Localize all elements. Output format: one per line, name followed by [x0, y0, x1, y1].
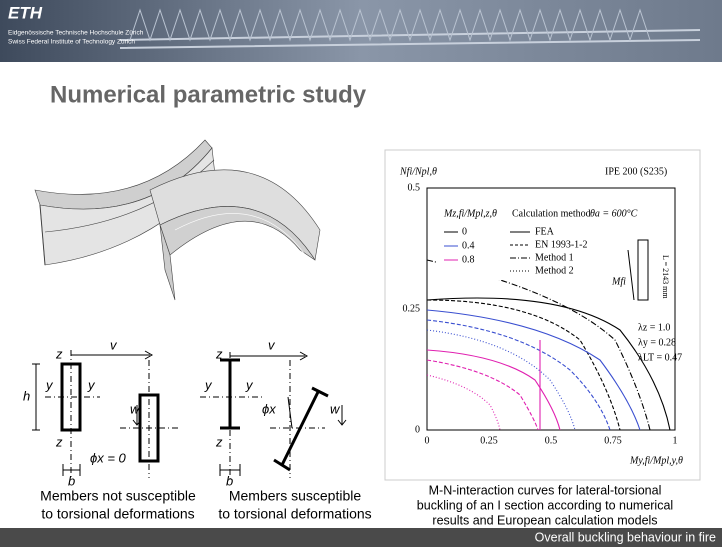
y-tick-label: 0.5 — [408, 182, 421, 193]
legend-method-item: Method 1 — [535, 252, 574, 263]
label-phi0: ϕx = 0 — [90, 450, 127, 465]
annotation: λLT = 0.47 — [638, 352, 682, 363]
label-y: y — [45, 377, 54, 392]
logo: ETH — [8, 3, 43, 22]
legend-ratio: 0.8 — [462, 254, 475, 265]
label-b: b — [68, 473, 75, 488]
annotation: L = 2143 mm — [661, 255, 670, 299]
y-axis-label: Nfi/Npl,θ — [399, 166, 437, 177]
caption-line: Members susceptible — [229, 488, 361, 504]
section-captions: Members not susceptible to torsional def… — [40, 488, 371, 522]
annotation: λz = 1.0 — [638, 322, 670, 333]
caption-line: buckling of an I section according to nu… — [417, 498, 673, 512]
label-z: z — [55, 346, 63, 361]
label-z: z — [55, 434, 63, 449]
beam-illustration — [35, 140, 320, 300]
caption-line: Members not susceptible — [40, 488, 196, 504]
slide-title: Numerical parametric study — [50, 81, 367, 108]
x-tick-label: 1 — [673, 435, 678, 446]
label-w: w — [330, 401, 341, 416]
slide: ETH Eidgenössische Technische Hochschule… — [0, 0, 722, 547]
caption-line: to torsional deformations — [218, 506, 371, 522]
legend-ratio: 0.4 — [462, 240, 475, 251]
diagram-labels: z v y y h w z b ϕx = 0 z v y y ϕx w z b — [23, 337, 341, 488]
legend-method: Calculation method — [512, 208, 591, 219]
label-z: z — [215, 434, 223, 449]
annotation: λy = 0.28 — [638, 337, 676, 348]
x-tick-label: 0.5 — [545, 435, 558, 446]
label-phi: ϕx — [262, 401, 276, 416]
label-b: b — [226, 473, 233, 488]
legend-ratio: 0 — [462, 226, 467, 237]
legend-temp: θa = 600°C — [590, 208, 638, 219]
y-tick-label: 0 — [415, 424, 420, 435]
slide-canvas: ETH Eidgenössische Technische Hochschule… — [0, 0, 722, 547]
label-w: w — [130, 401, 141, 416]
x-axis-label: My,fi/Mpl,y,θ — [629, 455, 683, 466]
label-y: y — [245, 377, 254, 392]
institution: Swiss Federal Institute of Technology Zu… — [8, 39, 135, 46]
x-tick-label: 0.75 — [604, 435, 622, 446]
legend-method-item: FEA — [535, 226, 555, 237]
label-y: y — [204, 377, 213, 392]
caption-line: to torsional deformations — [41, 506, 194, 522]
plot: Nfi/Npl,θ IPE 200 (S235) 0.5 0.25 0 0 0.… — [385, 150, 700, 480]
annotation: Mfi — [611, 276, 626, 287]
legend-header: Mz,fi/Mpl,z,θ — [443, 208, 497, 219]
label-v: v — [268, 337, 276, 352]
label-y: y — [87, 377, 96, 392]
plot-caption: M-N-interaction curves for lateral-torsi… — [417, 483, 673, 527]
cross-section-diagrams — [32, 350, 346, 480]
x-tick-label: 0.25 — [480, 435, 498, 446]
label-v: v — [110, 337, 118, 352]
x-tick-label: 0 — [425, 435, 430, 446]
institution: Eidgenössische Technische Hochschule Zür… — [8, 30, 144, 37]
legend-method-item: Method 2 — [535, 265, 574, 276]
caption-line: results and European calculation models — [432, 513, 657, 527]
plot-title: IPE 200 (S235) — [605, 166, 667, 177]
legend-method-item: EN 1993-1-2 — [535, 239, 588, 250]
y-tick-label: 0.25 — [403, 303, 421, 314]
label-z: z — [215, 346, 223, 361]
caption-line: M-N-interaction curves for lateral-torsi… — [429, 483, 662, 497]
label-h: h — [23, 388, 30, 403]
footer-text: Overall buckling behaviour in fire — [535, 530, 716, 544]
